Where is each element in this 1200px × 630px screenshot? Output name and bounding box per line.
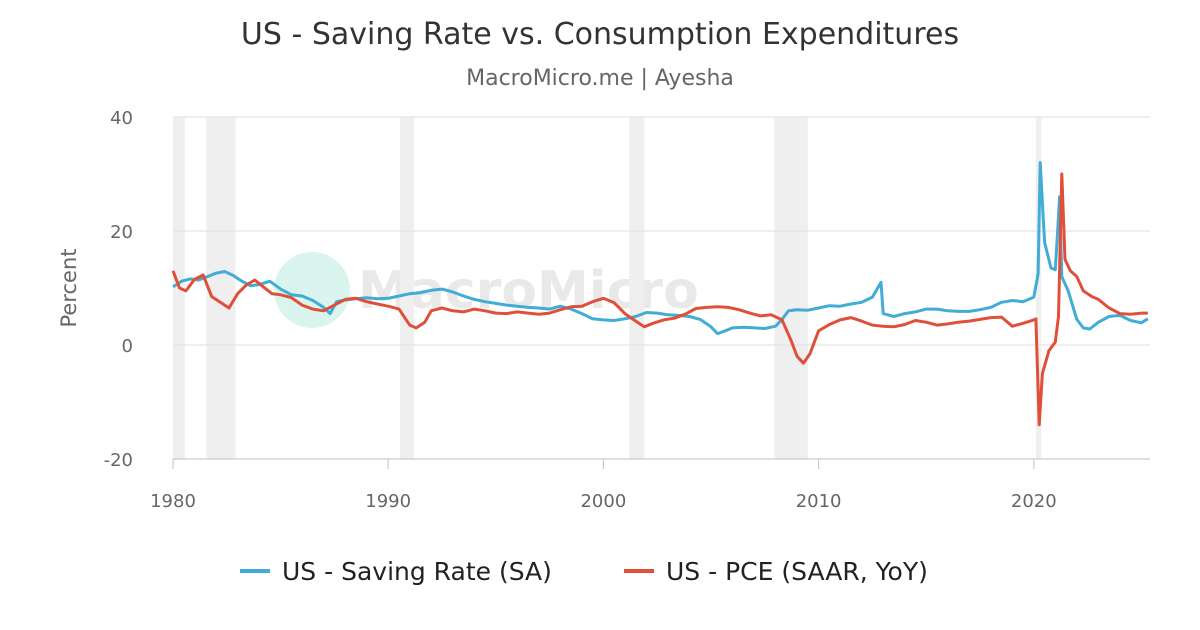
y-tick-label: 40 — [110, 108, 133, 129]
legend[interactable]: US - Saving Rate (SA) US - PCE (SAAR, YoY… — [240, 557, 928, 586]
recession-band — [400, 117, 415, 459]
series-line-2 — [171, 172, 1148, 427]
y-tick-label: -20 — [104, 450, 133, 471]
recession-band — [774, 117, 808, 459]
y-tick-label: 20 — [110, 222, 133, 243]
x-axis: 1980 1990 2000 2010 2020 — [150, 459, 1057, 512]
series-lines — [171, 161, 1149, 427]
x-tick-label: 1990 — [365, 491, 411, 512]
y-axis: 40 20 0 -20 — [104, 108, 133, 471]
legend-item-2[interactable]: US - PCE (SAAR, YoY) — [624, 557, 928, 586]
series-line-1 — [172, 161, 1149, 336]
recession-band — [1035, 117, 1042, 459]
chart-title: US - Saving Rate vs. Consumption Expendi… — [241, 17, 959, 52]
grid-lines — [173, 116, 1150, 460]
y-tick-label: 0 — [122, 336, 133, 357]
legend-item-1[interactable]: US - Saving Rate (SA) — [240, 557, 552, 586]
recession-band — [629, 117, 645, 459]
x-tick-label: 2010 — [796, 491, 842, 512]
chart-subtitle: MacroMicro.me | Ayesha — [466, 66, 734, 91]
x-tick-label: 1980 — [150, 491, 196, 512]
legend-label: US - Saving Rate (SA) — [282, 557, 552, 586]
recession-band — [206, 117, 236, 459]
x-tick-label: 2000 — [580, 491, 626, 512]
y-axis-label: Percent — [57, 248, 81, 327]
legend-label: US - PCE (SAAR, YoY) — [666, 557, 928, 586]
x-tick-label: 2020 — [1011, 491, 1057, 512]
recession-bands — [173, 117, 1042, 459]
